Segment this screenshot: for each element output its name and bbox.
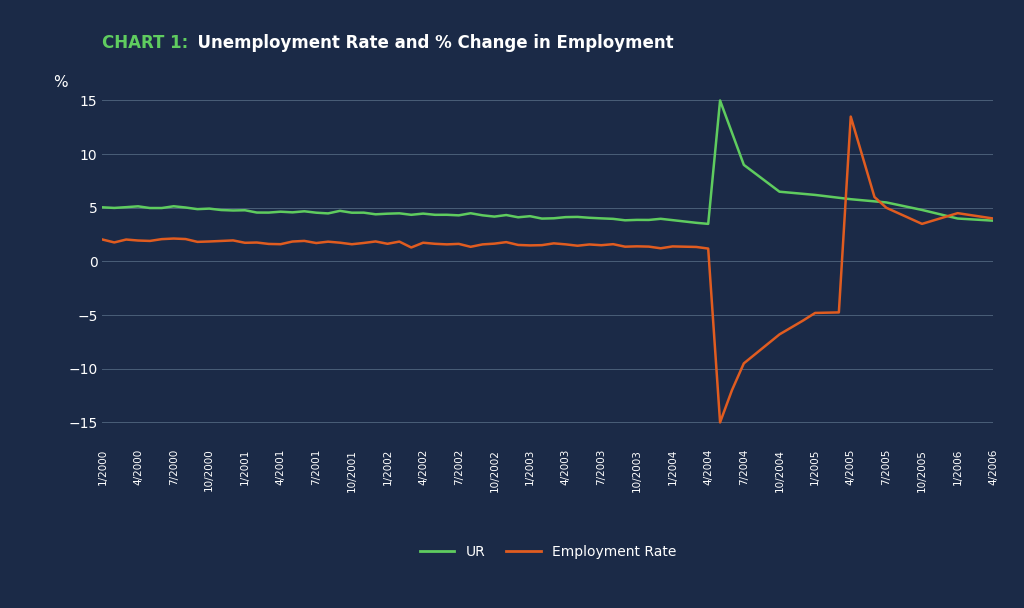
Legend: UR, Employment Rate: UR, Employment Rate [414,539,682,565]
Text: Unemployment Rate and % Change in Employment: Unemployment Rate and % Change in Employ… [186,33,674,52]
Text: %: % [53,75,68,91]
UR [179,204,191,211]
UR [559,213,571,221]
Employment Rate [559,241,571,248]
Employment Rate [714,419,726,426]
UR [987,217,999,224]
Employment Rate [821,309,834,316]
Employment Rate [690,243,702,250]
UR [96,204,109,211]
Line: Employment Rate: Employment Rate [102,117,993,423]
Employment Rate [179,235,191,243]
Employment Rate [96,236,109,243]
Employment Rate [667,243,679,250]
Employment Rate [406,244,418,251]
Employment Rate [845,113,857,120]
UR [702,220,715,227]
UR [714,97,726,104]
Line: UR: UR [102,100,993,224]
UR [833,194,845,201]
UR [667,216,679,224]
UR [690,219,702,226]
Employment Rate [987,215,999,222]
Text: CHART 1:: CHART 1: [102,33,188,52]
UR [406,211,418,218]
